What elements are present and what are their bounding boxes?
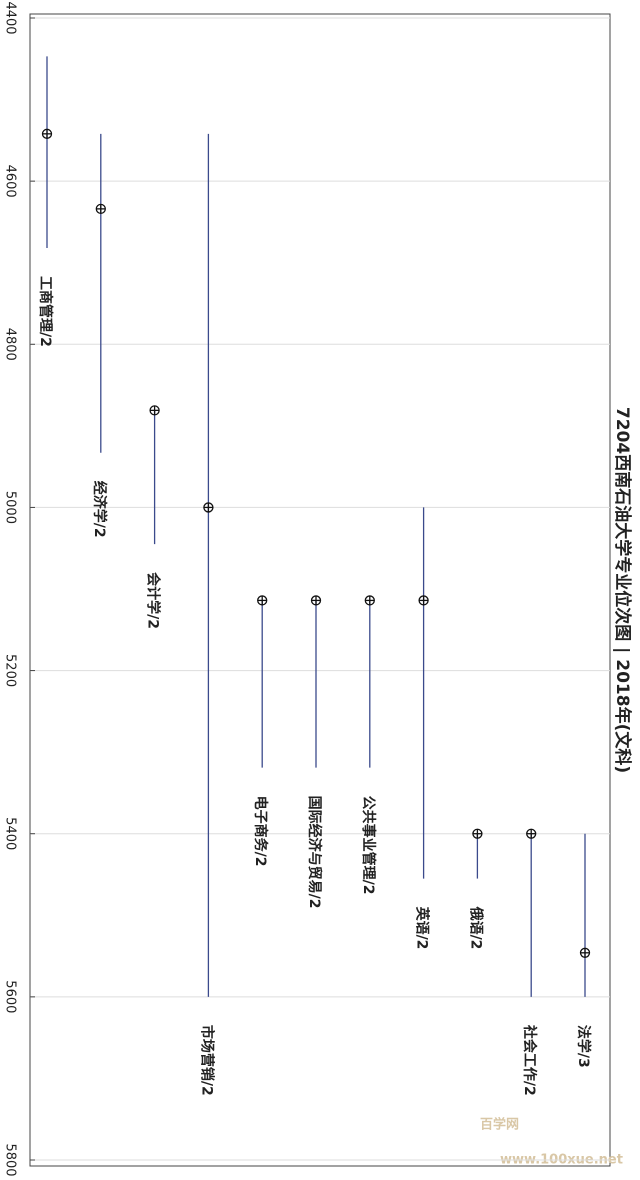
x-tick-label: 会计学/2	[145, 572, 162, 629]
y-tick-label: 4400	[3, 1, 18, 34]
y-tick-label: 5800	[3, 1143, 18, 1176]
marker	[203, 502, 214, 513]
chart-title: 7204西南石油大学专业位次图 | 2018年(文科)	[612, 407, 633, 773]
marker	[41, 128, 53, 139]
y-tick-label: 5600	[3, 980, 18, 1013]
x-tick-label: 法学/3	[575, 1025, 592, 1068]
x-tick-label: 社会工作/2	[521, 1024, 538, 1096]
marker	[579, 947, 591, 958]
marker	[364, 595, 375, 606]
marker	[149, 405, 160, 416]
x-tick-label: 工商管理/2	[37, 276, 54, 347]
y-tick-label: 4600	[3, 165, 18, 198]
x-tick-label: 市场营销/2	[198, 1025, 215, 1096]
marker	[310, 595, 322, 606]
x-tick-label: 英语/2	[414, 906, 431, 950]
y-tick-label: 5000	[2, 491, 17, 524]
marker	[472, 828, 483, 839]
marker	[95, 203, 106, 215]
watermark: 百学网	[480, 1117, 519, 1133]
plot-frame	[29, 13, 611, 1167]
y-tick-label: 4800	[3, 328, 18, 361]
y-tick-label: 5400	[3, 817, 18, 850]
x-tick-label: 经济学/2	[91, 481, 108, 538]
x-tick-label: 电子商务/2	[252, 796, 269, 867]
marker	[257, 595, 268, 606]
x-tick-label: 俄语/2	[467, 906, 484, 950]
x-tick-label: 国际经济与贸易/2	[306, 796, 323, 909]
y-tick-label: 5200	[3, 654, 18, 687]
marker	[526, 828, 537, 839]
x-tick-label: 公共事业管理/2	[360, 796, 377, 895]
marker	[418, 595, 429, 606]
